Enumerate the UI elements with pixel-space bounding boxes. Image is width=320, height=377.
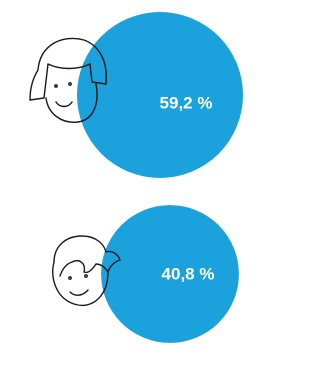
mouth: [56, 102, 72, 107]
value-label: 59,2 %: [160, 93, 213, 112]
eye: [85, 275, 87, 277]
head: [53, 262, 108, 305]
eye: [69, 83, 71, 85]
eye: [55, 85, 57, 87]
eye: [69, 277, 71, 279]
page: {"chart_data": {"type": "bubble", "value…: [0, 0, 247, 377]
value-label: 40,8 %: [162, 264, 215, 283]
mouth: [70, 290, 88, 295]
chart: 59,2 % 40,8 %: [0, 0, 247, 377]
